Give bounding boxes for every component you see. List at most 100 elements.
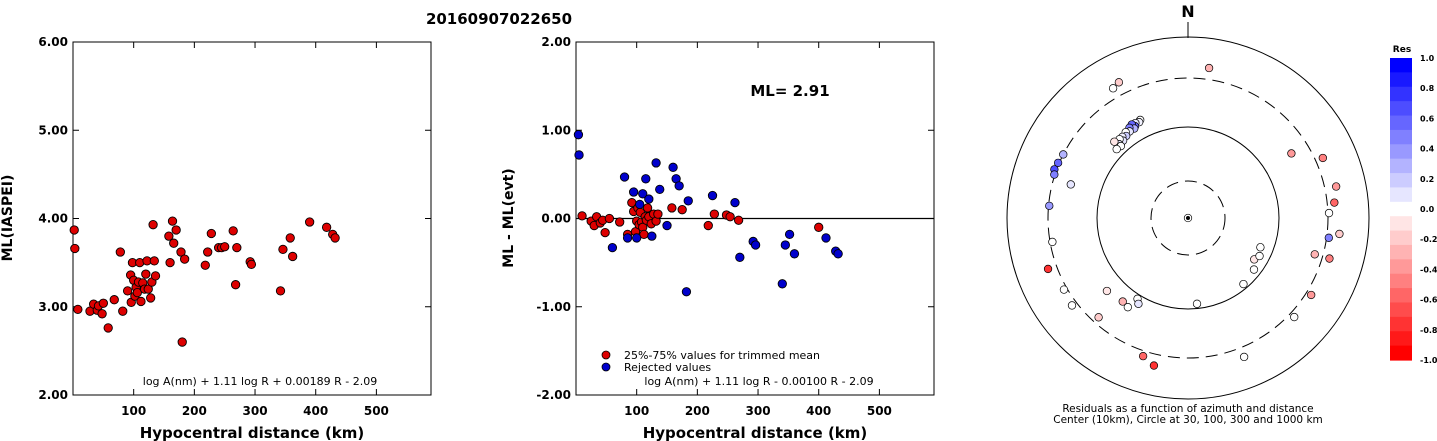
- colorbar-tick-label: -0.8: [1420, 326, 1437, 335]
- tick-marks: [73, 41, 431, 396]
- y-tick-label: -2.00: [536, 388, 571, 402]
- station-point: [1118, 297, 1127, 306]
- data-point: [164, 231, 174, 241]
- x-tick-label: 500: [867, 404, 892, 418]
- data-point: [122, 286, 133, 296]
- data-point: [655, 184, 665, 195]
- station-point: [1324, 208, 1334, 218]
- y-tick-label: 2.00: [541, 35, 571, 49]
- data-point: [619, 172, 630, 182]
- colorbar-swatches: [1390, 58, 1412, 361]
- colorbar-swatch: [1390, 144, 1412, 160]
- epicenter-marker: [1186, 216, 1190, 220]
- x-tick-label: 100: [624, 404, 649, 418]
- data-point: [642, 203, 653, 213]
- y-tick-label: -1.00: [536, 300, 571, 314]
- y-tick-labels: 2.00 3.00 4.00 5.00 6.00: [38, 35, 68, 402]
- residual-vs-distance-chart: 100 200 300 400 500 -2.00 -1.00 0.00 1.00 2.00 M…: [501, 35, 935, 441]
- distance-ring: [1096, 126, 1280, 310]
- colorbar-swatch: [1390, 331, 1412, 347]
- north-label: N: [1181, 2, 1194, 21]
- data-point: [821, 233, 831, 243]
- distance-ring: [1006, 36, 1370, 400]
- magnitude-formula: log A(nm) + 1.11 log R - 0.00100 R - 2.0…: [644, 375, 873, 388]
- data-point: [132, 287, 142, 298]
- station-point: [1102, 286, 1112, 296]
- colorbar-swatch: [1390, 101, 1412, 117]
- station-point: [1114, 78, 1124, 87]
- data-point: [179, 254, 190, 264]
- station-point: [1066, 180, 1075, 189]
- data-point: [607, 242, 618, 253]
- station-point: [1318, 153, 1327, 163]
- y-axis-label: ML(IASPEI): [0, 175, 16, 262]
- data-point: [784, 229, 795, 240]
- data-point: [69, 225, 79, 235]
- station-points: [1043, 63, 1344, 370]
- legend-marker-rejected: [601, 362, 611, 372]
- colorbar-tick-label: -1.0: [1420, 356, 1437, 365]
- residual-colorbar: Res 1.0 0.8 0.6 0.4 0.2 0.0 -0.2 -0.4 -0.6 -0.8 -1…: [1390, 45, 1437, 365]
- colorbar-swatch: [1390, 345, 1412, 361]
- colorbar-swatch: [1390, 158, 1412, 174]
- colorbar-swatch: [1390, 58, 1412, 73]
- data-point: [148, 220, 158, 230]
- data-point: [171, 225, 181, 235]
- data-point: [662, 220, 672, 231]
- x-tick-label: 200: [182, 404, 207, 418]
- data-points: [69, 216, 340, 347]
- data-point: [230, 280, 241, 290]
- data-point: [638, 189, 648, 199]
- data-point: [150, 271, 161, 281]
- data-point: [167, 216, 178, 226]
- station-point: [1256, 243, 1265, 252]
- data-point: [149, 256, 159, 266]
- station-point: [1324, 233, 1333, 242]
- colorbar-swatch: [1390, 187, 1412, 203]
- data-point: [206, 228, 216, 239]
- data-point: [109, 295, 119, 305]
- data-point: [632, 233, 642, 243]
- x-axis-label: Hypocentral distance (km): [643, 424, 868, 441]
- legend-label-rejected: Rejected values: [624, 361, 711, 374]
- station-point: [1310, 250, 1319, 259]
- colorbar-swatch: [1390, 216, 1412, 232]
- station-point: [1134, 299, 1143, 309]
- y-tick-label: 5.00: [38, 123, 68, 137]
- station-point: [1330, 198, 1339, 207]
- station-point: [1290, 312, 1299, 322]
- data-point: [169, 238, 179, 248]
- station-point: [1045, 201, 1054, 211]
- data-point: [304, 217, 315, 227]
- data-point: [577, 211, 587, 221]
- legend-marker-accepted: [601, 350, 611, 360]
- x-tick-label: 100: [121, 404, 146, 418]
- colorbar-tick-label: -0.2: [1420, 235, 1437, 244]
- data-point: [146, 293, 156, 303]
- data-point: [165, 257, 175, 268]
- colorbar-swatch: [1390, 259, 1412, 275]
- x-tick-label: 400: [806, 404, 831, 418]
- colorbar-swatch: [1390, 273, 1412, 289]
- data-point: [70, 243, 80, 254]
- data-point: [288, 251, 298, 262]
- station-point: [1050, 170, 1059, 179]
- colorbar-tick-labels: 1.0 0.8 0.6 0.4 0.2 0.0 -0.2 -0.4 -0.6 -0.8 -1.0: [1420, 54, 1437, 365]
- data-point: [733, 215, 744, 225]
- ml-vs-distance-chart: 100 200 300 400 500 2.00 3.00 4.00 5.00 6.00 log…: [0, 35, 432, 441]
- data-point: [651, 158, 661, 168]
- colorbar-swatch: [1390, 129, 1412, 145]
- colorbar-tick-label: -0.6: [1420, 296, 1437, 305]
- station-point: [1043, 264, 1053, 274]
- data-point: [674, 181, 684, 191]
- data-point: [667, 203, 677, 213]
- station-point: [1059, 285, 1069, 294]
- data-point: [177, 337, 187, 347]
- station-point: [1094, 313, 1103, 322]
- station-point: [1149, 361, 1159, 370]
- station-point: [1138, 351, 1148, 361]
- station-point: [1110, 137, 1119, 146]
- data-point: [321, 222, 332, 232]
- colorbar-tick-label: 0.2: [1420, 175, 1434, 184]
